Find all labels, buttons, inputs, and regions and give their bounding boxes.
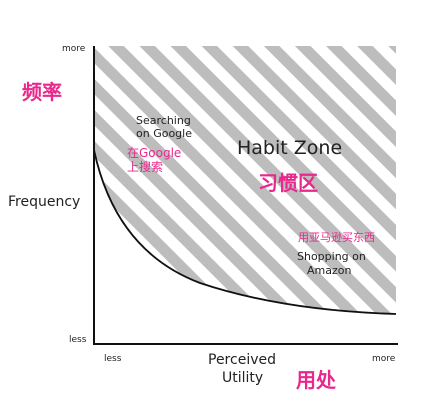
habit-boundary-curve [93, 149, 397, 315]
habit-zone-title: Habit Zone [237, 137, 343, 159]
google-annotation-zh-line1: 在Google [127, 146, 182, 160]
y-axis-title-zh: 频率 [22, 80, 62, 104]
amazon-annotation-line1: Shopping on [297, 250, 366, 263]
google-annotation-line1: Searching [136, 114, 191, 127]
x-axis-title-line1: Perceived [208, 352, 276, 368]
habit-zone-title-zh: 习惯区 [258, 171, 318, 195]
google-annotation-line2: on Google [136, 127, 192, 140]
habit-zone-area [94, 46, 396, 314]
x-axis-title-line2: Utility [222, 370, 264, 386]
y-axis-title: Frequency [8, 194, 81, 210]
y-axis-bottom-label: less [69, 335, 87, 345]
x-axis-right-label: more [372, 354, 396, 364]
x-axis-title-zh: 用处 [296, 368, 336, 392]
amazon-annotation-zh: 用亚马逊买东西 [298, 231, 375, 244]
amazon-annotation-line2: Amazon [307, 264, 352, 277]
google-annotation-zh-line2: 上搜索 [127, 160, 164, 174]
y-axis-top-label: more [62, 44, 86, 54]
x-axis-left-label: less [104, 354, 122, 364]
